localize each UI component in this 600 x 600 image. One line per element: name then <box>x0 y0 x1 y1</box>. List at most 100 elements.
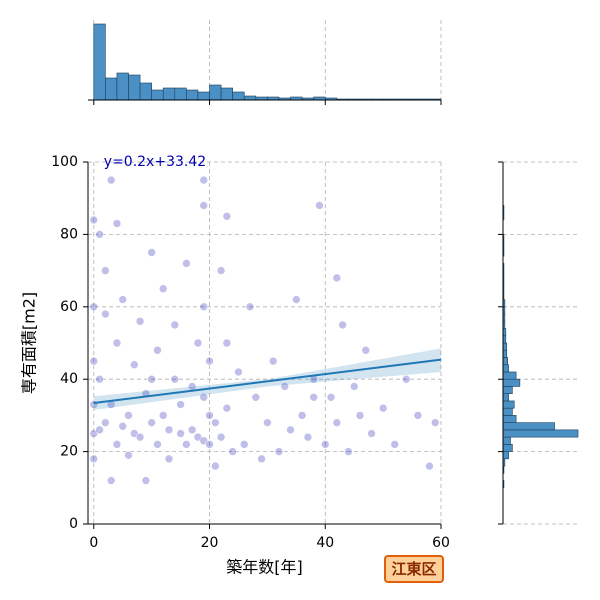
point <box>101 266 110 275</box>
point <box>211 461 220 471</box>
point <box>338 320 347 330</box>
point <box>222 403 232 413</box>
point <box>89 356 99 366</box>
hist-bar <box>128 74 141 101</box>
point <box>274 447 284 456</box>
confidence-band <box>93 348 441 410</box>
point <box>135 316 145 326</box>
point <box>193 338 203 348</box>
hist-bar <box>116 72 129 101</box>
point <box>112 219 122 228</box>
point <box>199 392 209 402</box>
hist-bar <box>502 357 508 366</box>
point <box>216 266 226 275</box>
hist-bar <box>232 91 245 101</box>
y-tick-label: 40 <box>60 371 78 387</box>
point <box>147 418 156 427</box>
hist-bar <box>162 87 176 101</box>
hist-bar <box>502 436 511 445</box>
point <box>129 360 139 370</box>
point <box>332 418 342 427</box>
hist-bar <box>502 415 517 423</box>
point <box>222 212 232 221</box>
point <box>118 421 128 431</box>
point <box>257 454 266 464</box>
hist-bar <box>243 95 257 101</box>
point <box>89 215 99 225</box>
point <box>199 175 209 185</box>
point <box>176 429 185 438</box>
point <box>378 403 388 413</box>
hist-bar <box>502 378 521 387</box>
point <box>280 382 290 391</box>
point <box>112 338 122 348</box>
hist-bar <box>93 23 106 101</box>
point <box>222 338 232 348</box>
point <box>158 411 168 420</box>
point <box>95 425 104 435</box>
point <box>182 440 191 449</box>
point <box>153 440 162 449</box>
point <box>187 425 197 435</box>
point <box>164 454 174 464</box>
hist-bar <box>502 349 508 358</box>
point <box>176 400 185 409</box>
area-badge: 江東区 <box>384 555 444 583</box>
point <box>182 259 191 268</box>
point <box>199 302 209 312</box>
point <box>101 309 110 319</box>
point <box>170 374 180 384</box>
point <box>153 345 162 355</box>
point <box>147 248 156 257</box>
point <box>158 284 168 294</box>
point <box>106 476 116 485</box>
point <box>95 374 104 384</box>
hist-bar <box>174 87 187 101</box>
point <box>89 454 99 464</box>
point <box>425 461 434 471</box>
point <box>309 392 318 402</box>
y-tick-label: 0 <box>69 516 78 532</box>
point <box>292 295 301 304</box>
point <box>106 175 116 185</box>
point <box>320 440 330 449</box>
point <box>286 425 295 435</box>
point <box>112 440 122 449</box>
hist-bar <box>220 87 233 101</box>
regression-line <box>93 358 442 405</box>
y-tick-label: 20 <box>60 444 78 460</box>
y-tick-label: 60 <box>60 299 78 315</box>
point <box>124 450 133 460</box>
hist-bar <box>502 364 509 373</box>
point <box>205 411 214 420</box>
x-tick-label: 0 <box>89 535 98 551</box>
point <box>141 476 151 485</box>
point <box>344 447 353 456</box>
hist-bar <box>197 91 210 101</box>
hist-bar <box>502 393 509 402</box>
point <box>367 429 376 438</box>
point <box>315 201 324 210</box>
regression-label: y=0.2x+33.42 <box>104 154 206 170</box>
y-axis-label: 専有面積[m2] <box>20 292 39 394</box>
point <box>124 411 133 420</box>
hist-bar <box>502 422 555 431</box>
point <box>95 230 104 239</box>
x-tick-label: 60 <box>432 535 450 551</box>
point <box>101 418 110 427</box>
point <box>390 440 400 449</box>
y-tick-label: 100 <box>51 154 78 170</box>
point <box>135 432 145 442</box>
point <box>401 374 411 384</box>
hist-bar <box>502 429 579 438</box>
point <box>355 411 365 420</box>
hist-bar <box>502 386 513 394</box>
point <box>118 295 128 304</box>
point <box>332 273 342 283</box>
point <box>147 374 156 384</box>
hist-bar <box>502 400 515 409</box>
x-tick-label: 20 <box>201 535 219 551</box>
point <box>164 425 174 435</box>
